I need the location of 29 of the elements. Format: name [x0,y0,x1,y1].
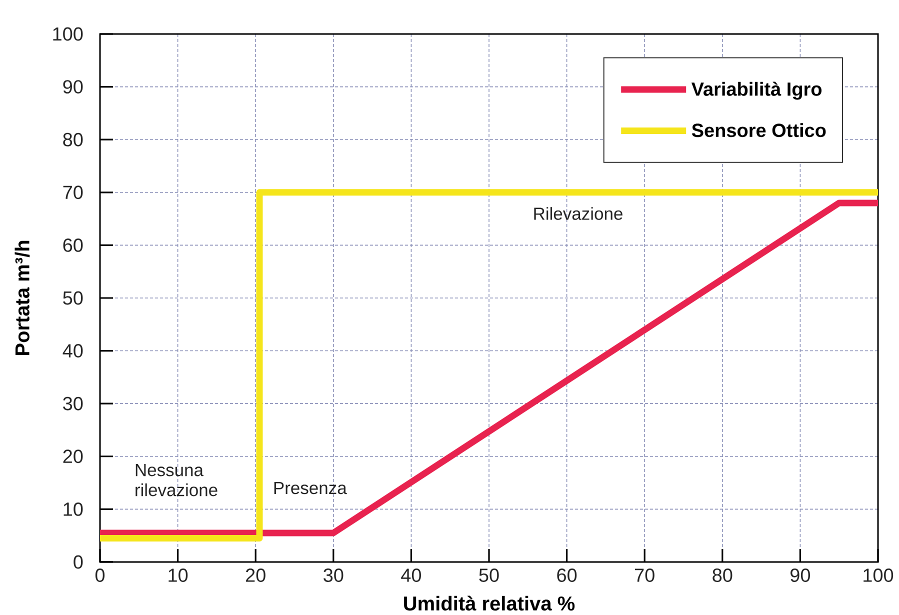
x-tick-label: 20 [246,568,266,582]
y-tick-label: 40 [62,344,83,358]
x-tick-label: 100 [864,568,894,582]
y-tick-label: 90 [63,80,83,94]
y-tick-label: 60 [63,238,83,252]
y-tick-label: 50 [63,291,83,305]
annotation: Nessuna rilevazione [136,464,218,496]
y-axis-title: Portata m³/h [14,240,30,355]
x-tick-label: 30 [324,568,344,582]
legend-label: Variabilità Igro [691,82,822,100]
y-tick-label: 100 [53,27,83,41]
x-tick-label: 80 [712,568,732,582]
x-tick-label: 60 [557,568,577,582]
annotation: Presenza [274,482,347,494]
x-tick-label: 40 [401,568,422,582]
y-tick-label: 10 [64,502,83,516]
y-tick-label: 20 [63,450,83,464]
x-tick-label: 50 [479,568,499,582]
legend-label: Sensore Ottico [692,123,826,138]
x-tick-label: 10 [168,568,188,582]
y-tick-label: 70 [63,186,83,200]
y-tick-label: 0 [74,555,83,569]
x-tick-label: 70 [635,568,654,582]
x-tick-label: 0 [95,568,105,582]
annotation: Rilevazione [534,207,622,220]
x-axis-title: Umidità relativa % [404,596,575,611]
y-tick-label: 80 [63,132,83,146]
y-tick-label: 30 [63,396,83,410]
x-tick-label: 90 [790,568,810,582]
